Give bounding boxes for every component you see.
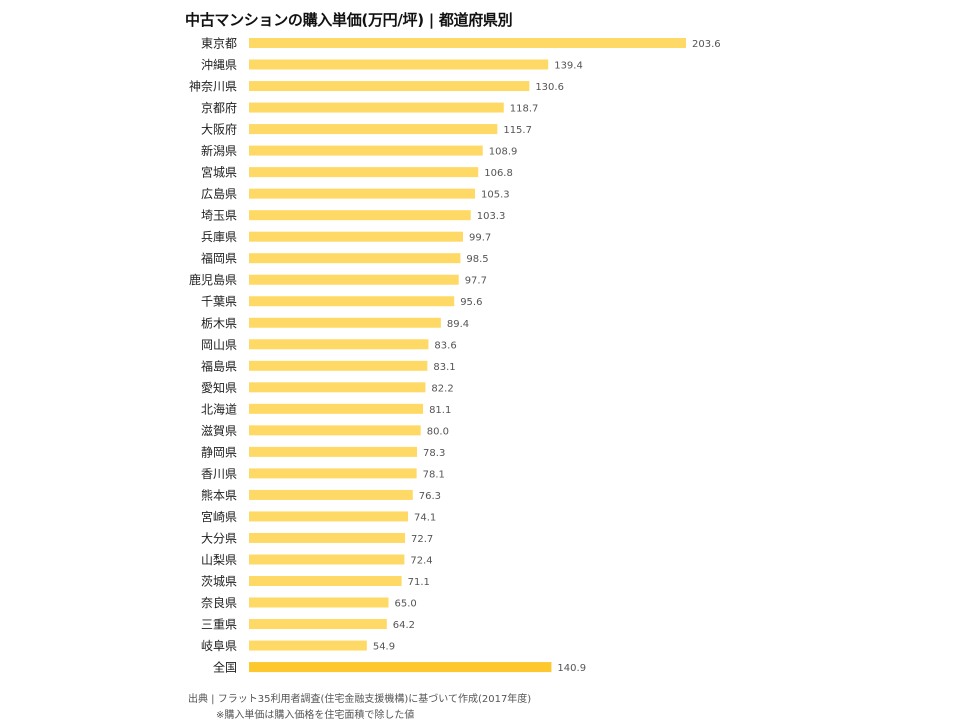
- bar: [249, 317, 441, 328]
- bar: [249, 576, 402, 586]
- value-label: 115.7: [503, 125, 532, 136]
- category-label: 三重県: [201, 618, 237, 632]
- category-label: 静岡県: [201, 445, 237, 459]
- source-note: 出典 | フラット35利用者調査(住宅金融支援機構)に基づいて作成(2017年度…: [188, 694, 532, 705]
- bar: [249, 124, 498, 135]
- chart-title: 中古マンションの購入単価(万円/坪) | 都道府県別: [185, 11, 513, 29]
- value-label: 130.6: [535, 82, 564, 93]
- bar: [249, 446, 418, 457]
- value-label: 82.2: [431, 383, 453, 394]
- category-label: 福島県: [201, 358, 237, 373]
- value-label: 81.1: [429, 405, 451, 416]
- value-label: 83.6: [434, 340, 456, 351]
- category-label: 北海道: [201, 401, 237, 416]
- category-label: 茨城県: [201, 575, 237, 589]
- bar: [249, 339, 429, 350]
- value-label: 78.3: [423, 448, 445, 459]
- value-label: 72.7: [411, 534, 433, 545]
- category-label: 鹿児島県: [189, 272, 237, 287]
- value-label: 99.7: [469, 233, 491, 244]
- category-label: 新潟県: [201, 143, 237, 158]
- category-label: 栃木県: [201, 316, 237, 330]
- bar: [249, 145, 483, 156]
- value-label: 80.0: [427, 426, 449, 437]
- category-label: 埼玉県: [201, 209, 237, 223]
- category-label: 滋賀県: [201, 424, 237, 438]
- bar: [249, 425, 421, 436]
- category-label: 福岡県: [201, 251, 237, 266]
- footnote: ※購入単価は購入価格を住宅面積で除した値: [216, 710, 415, 721]
- category-label: 広島県: [201, 186, 237, 201]
- value-label: 118.7: [510, 104, 539, 115]
- bar: [249, 640, 367, 651]
- bar: [249, 59, 549, 70]
- bar: [249, 231, 463, 242]
- category-label: 京都府: [201, 100, 237, 115]
- bar: [249, 188, 476, 199]
- value-label: 72.4: [410, 555, 432, 566]
- value-label: 54.9: [373, 642, 395, 653]
- bar: [249, 81, 530, 92]
- bar: [249, 210, 471, 221]
- category-label: 奈良県: [201, 595, 237, 610]
- value-label: 74.1: [414, 512, 436, 523]
- category-label: 宮崎県: [201, 509, 237, 524]
- value-label: 65.0: [395, 599, 417, 610]
- category-label: 神奈川県: [189, 80, 237, 94]
- value-label: 76.3: [419, 491, 441, 502]
- value-label: 108.9: [489, 147, 518, 158]
- bar: [249, 274, 459, 285]
- bar: [249, 403, 424, 414]
- value-label: 95.6: [460, 297, 482, 308]
- category-label: 大分県: [201, 531, 237, 545]
- bar: [249, 554, 405, 565]
- category-label: 宮城県: [201, 165, 237, 180]
- category-label: 大阪府: [201, 122, 237, 137]
- bar: [249, 167, 479, 178]
- value-label: 203.6: [692, 39, 721, 50]
- bar: [249, 619, 387, 630]
- category-label: 全国: [213, 660, 237, 675]
- bar-national: [249, 662, 552, 673]
- category-label: 岡山県: [201, 338, 237, 352]
- category-label: 兵庫県: [201, 230, 237, 244]
- value-label: 140.9: [557, 663, 586, 674]
- bar: [249, 597, 389, 608]
- bar: [249, 296, 455, 307]
- value-label: 97.7: [465, 276, 487, 287]
- value-label: 106.8: [484, 168, 513, 179]
- value-label: 105.3: [481, 190, 510, 201]
- bar: [249, 253, 461, 264]
- category-label: 東京都: [201, 37, 237, 51]
- category-label: 沖縄県: [201, 57, 237, 72]
- category-label: 山梨県: [201, 553, 237, 567]
- category-label: 千葉県: [201, 295, 237, 309]
- bar: [249, 532, 406, 543]
- bar: [249, 382, 426, 393]
- value-label: 71.1: [408, 577, 430, 588]
- bar: [249, 102, 504, 113]
- category-label: 岐阜県: [201, 639, 237, 653]
- value-label: 78.1: [423, 469, 445, 480]
- category-label: 愛知県: [201, 381, 237, 395]
- bar: [249, 360, 428, 371]
- category-label: 香川県: [201, 467, 237, 481]
- bar: [249, 489, 413, 500]
- value-label: 64.2: [393, 620, 415, 631]
- category-label: 熊本県: [201, 487, 237, 502]
- bar: [249, 468, 417, 479]
- value-label: 139.4: [554, 61, 583, 72]
- value-label: 89.4: [447, 319, 469, 330]
- bar: [249, 38, 686, 48]
- value-label: 98.5: [466, 254, 488, 265]
- value-label: 103.3: [477, 211, 506, 222]
- bar: [249, 511, 409, 522]
- value-label: 83.1: [433, 362, 455, 373]
